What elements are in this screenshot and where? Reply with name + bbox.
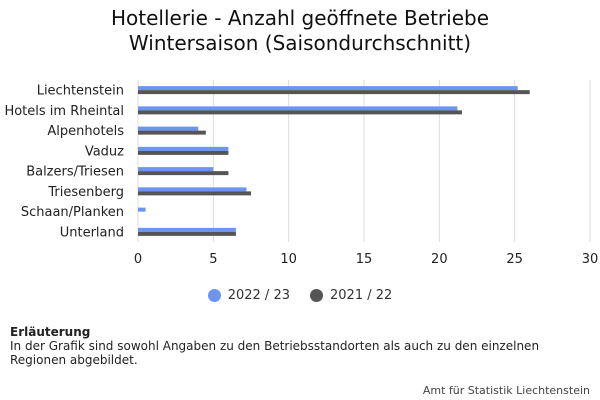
category-label: Triesenberg [47,185,124,200]
bar-2021-22[interactable] [138,90,530,95]
category-label: Alpenhotels [47,124,124,139]
grid-lines [137,80,591,242]
legend-label-2021-22: 2021 / 22 [330,288,393,303]
chart-title: Hotellerie - Anzahl geöffnete Betriebe W… [0,6,600,56]
bar-2021-22[interactable] [138,110,462,115]
legend-marker-2021-22 [310,289,323,302]
bar-2022-23[interactable] [138,227,236,232]
bar-2022-23[interactable] [138,167,214,172]
explanation-heading: Erläuterung [10,325,91,339]
x-tick-label-10: 10 [280,252,297,267]
bar-2022-23[interactable] [138,126,199,131]
bar-2021-22[interactable] [138,171,229,176]
category-label: Balzers/Triesen [26,165,124,180]
bar-2022-23[interactable] [138,146,229,151]
x-tick-label-25: 25 [506,252,523,267]
x-tick-label-15: 15 [356,252,373,267]
x-tick-label-20: 20 [431,252,448,267]
legend-item-2022-23[interactable]: 2022 / 23 [207,288,290,303]
bar-2021-22[interactable] [138,191,251,196]
category-label: Unterland [60,225,124,240]
legend-marker-2022-23 [207,289,221,302]
category-label: Liechtenstein [37,84,124,99]
bar-2022-23[interactable] [138,187,247,192]
category-label: Hotels im Rheintal [4,104,124,119]
category-labels: Liechtenstein Hotels im Rheintal Alpenhote… [4,84,124,241]
source-credit: Amt für Statistik Liechtenstein [422,384,590,397]
legend: 2022 / 23 2021 / 22 [0,288,600,303]
bars [138,86,530,236]
legend-label-2022-23: 2022 / 23 [227,288,290,303]
category-label: Vaduz [85,144,124,159]
bar-chart: Liechtenstein Hotels im Rheintal Alpenhote… [4,80,598,267]
category-label: Schaan/Planken [21,205,124,220]
bar-2021-22[interactable] [138,150,229,155]
bar-2022-23[interactable] [138,86,518,91]
x-tick-labels: 0 5 10 15 20 25 30 [134,252,598,267]
chart-title-line-1: Hotellerie - Anzahl geöffnete Betriebe [110,6,489,30]
explanation-text: In der Grafik sind sowohl Angaben zu den… [10,339,540,367]
chart-title-line-2: Wintersaison (Saisondurchschnitt) [128,31,472,55]
bar-2022-23[interactable] [138,207,146,212]
bar-2021-22[interactable] [138,130,206,135]
x-tick-label-0: 0 [134,252,142,267]
x-tick-label-5: 5 [209,252,217,267]
explanation-note: Erläuterung In der Grafik sind sowohl An… [10,325,592,367]
x-tick-label-30: 30 [582,252,599,267]
bar-2021-22[interactable] [138,231,236,236]
legend-item-2021-22[interactable]: 2021 / 22 [310,288,392,303]
bar-2022-23[interactable] [138,106,458,111]
